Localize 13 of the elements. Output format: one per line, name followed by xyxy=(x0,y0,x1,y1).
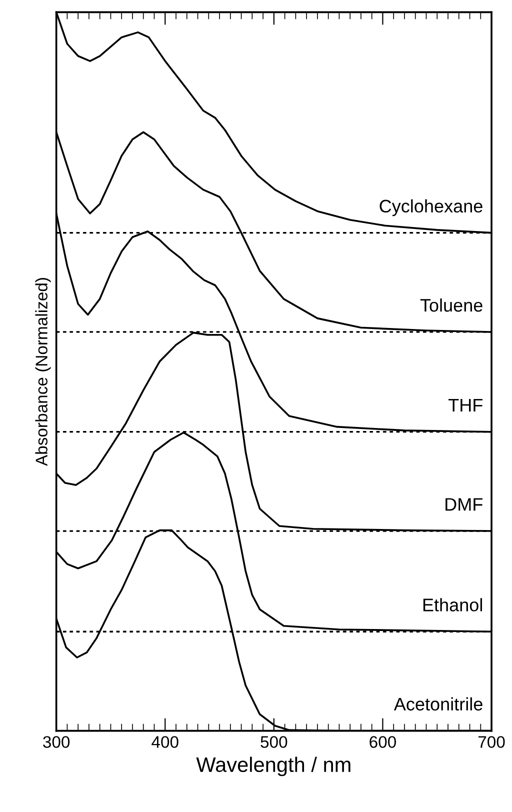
x-axis-title: Wavelength / nm xyxy=(196,756,350,776)
x-tick-label: 700 xyxy=(478,736,505,748)
x-tick-label: 400 xyxy=(152,736,178,748)
series-label: DMF xyxy=(446,498,482,511)
x-tick-label: 300 xyxy=(43,736,70,748)
x-tick-label: 500 xyxy=(260,736,288,748)
series-label: THF xyxy=(448,399,482,412)
series-label: Toluene xyxy=(420,298,482,312)
series-label: Cyclohexane xyxy=(380,199,482,216)
series-label: Ethanol xyxy=(423,598,482,612)
y-axis-title: Absorbance (Normalized) xyxy=(35,278,51,466)
x-tick-label: 600 xyxy=(370,736,396,748)
series-label: Acetonitrile xyxy=(394,697,482,711)
